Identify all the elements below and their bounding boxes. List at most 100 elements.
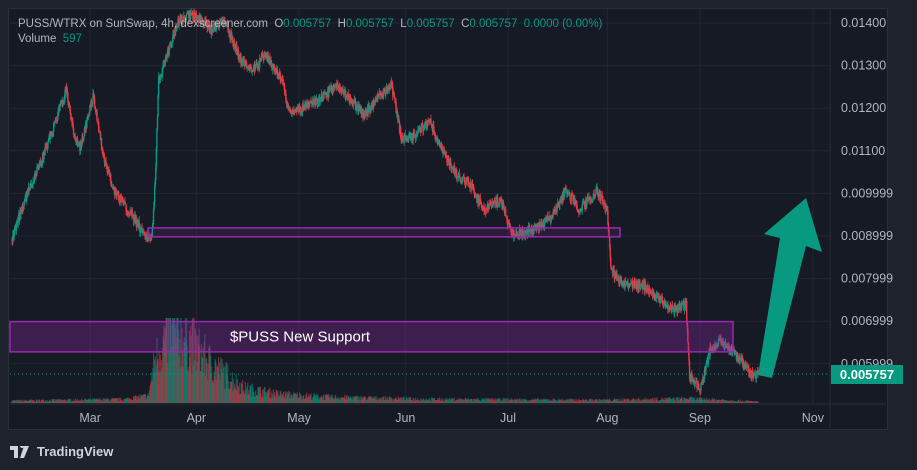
candle-body — [529, 227, 531, 232]
candle-body — [349, 96, 352, 98]
volume-bar — [690, 396, 692, 403]
candle-body — [66, 86, 68, 89]
candle-body — [446, 155, 448, 163]
candle-body — [291, 109, 293, 115]
volume-bar — [180, 318, 182, 403]
candle-body — [704, 368, 707, 372]
volume-bar — [190, 335, 192, 403]
candle-body — [705, 359, 708, 365]
candle-body — [224, 21, 227, 25]
candle-body — [283, 82, 285, 90]
x-tick-label: Mar — [79, 411, 101, 425]
candle-body — [124, 203, 127, 205]
candle-body — [69, 105, 71, 114]
candle-body — [252, 68, 255, 72]
volume-bar — [285, 393, 287, 403]
candle-body — [248, 68, 251, 70]
candle-body — [47, 138, 50, 142]
candle-body — [287, 103, 289, 110]
candle-body — [600, 194, 603, 196]
candle-body — [440, 143, 442, 148]
candle-body — [613, 270, 615, 278]
candle-body — [354, 102, 357, 110]
candle-body — [455, 169, 458, 179]
candle-body — [415, 134, 417, 139]
candle-body — [368, 105, 370, 113]
candle-body — [446, 162, 449, 163]
legend: PUSS/WTRX on SunSwap, 4h, dexscreener.co… — [18, 18, 602, 48]
candle-body — [29, 184, 31, 190]
candle-body — [686, 300, 688, 321]
volume-bar — [310, 393, 312, 403]
candle-body — [120, 196, 123, 203]
candle-body — [325, 92, 327, 94]
candle-body — [137, 221, 139, 227]
candle-body — [337, 83, 339, 86]
volume-bar — [400, 397, 402, 403]
candle-body — [601, 195, 603, 197]
candle-body — [621, 284, 623, 285]
candle-body — [594, 194, 597, 197]
candle-body — [211, 32, 214, 33]
candle-body — [59, 103, 62, 105]
candle-body — [741, 356, 743, 361]
candle-body — [498, 204, 500, 206]
volume-bar — [247, 382, 249, 403]
candle-body — [204, 21, 206, 27]
candle-body — [486, 204, 489, 211]
candle-body — [728, 345, 730, 351]
candle-body — [533, 229, 535, 232]
candle-body — [267, 55, 269, 63]
candle-body — [594, 196, 596, 198]
candle-body — [705, 364, 707, 369]
candle-body — [67, 100, 70, 106]
candle-body — [755, 373, 758, 379]
volume-bar — [227, 364, 229, 403]
candle-body — [596, 188, 599, 196]
candle-body — [733, 348, 735, 352]
tradingview-logo[interactable]: TradingView — [10, 444, 113, 459]
candle-body — [111, 185, 113, 187]
candle-body — [467, 179, 469, 182]
x-tick-label: Aug — [596, 411, 618, 425]
volume-bar — [519, 398, 521, 403]
candle-body — [671, 305, 674, 309]
candle-body — [329, 88, 332, 90]
candle-body — [51, 133, 54, 135]
candle-body — [150, 237, 152, 240]
candle-body — [600, 194, 602, 201]
candle-body — [93, 98, 95, 100]
candle-body — [357, 105, 360, 112]
candle-body — [573, 197, 575, 203]
candle-body — [610, 267, 613, 270]
candle-body — [450, 162, 452, 169]
x-tick-label: Jul — [500, 411, 516, 425]
volume-bar — [116, 398, 119, 403]
candle-body — [394, 97, 396, 103]
candle-body — [545, 217, 547, 221]
candle-body — [246, 66, 248, 69]
x-tick-label: May — [287, 411, 311, 425]
candle-body — [576, 205, 578, 209]
candle-body — [151, 227, 154, 237]
candle-body — [434, 135, 437, 140]
candle-body — [640, 284, 642, 287]
candle-body — [748, 368, 750, 376]
volume-bar — [714, 398, 716, 403]
candle-body — [599, 190, 601, 196]
close-label: C — [461, 18, 470, 30]
candle-body — [279, 72, 281, 79]
y-tick-label: 0.01400 — [841, 16, 886, 30]
candle-body — [113, 188, 115, 190]
candle-body — [412, 132, 414, 141]
volume-bar — [384, 395, 386, 403]
candle-body — [53, 123, 55, 125]
y-tick-label: 0.006999 — [841, 314, 893, 328]
candle-body — [663, 300, 666, 304]
candle-body — [688, 351, 690, 361]
volume-bar — [360, 395, 362, 403]
candle-body — [181, 15, 183, 22]
volume-bar — [578, 398, 580, 403]
candle-body — [302, 104, 304, 111]
